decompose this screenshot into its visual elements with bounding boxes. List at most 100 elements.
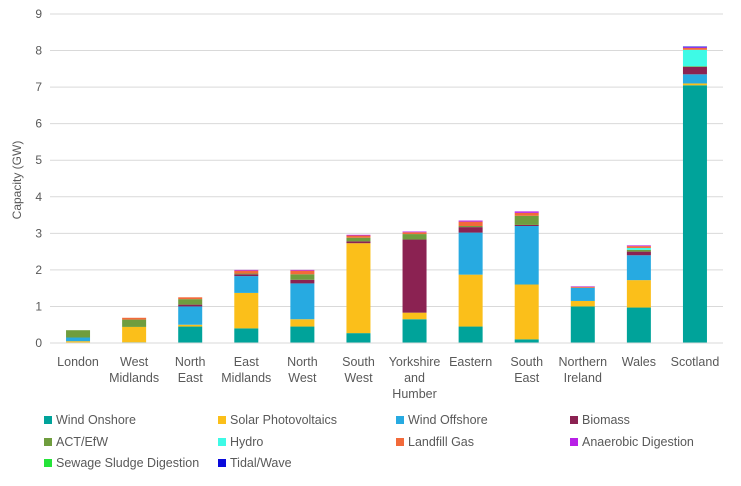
bar-segment [234, 292, 259, 329]
legend-swatch [396, 416, 404, 424]
bar-segment [290, 269, 315, 271]
bar-segment [570, 300, 595, 307]
bar-segment [682, 83, 707, 86]
x-tick-label: Yorkshire and Humber [389, 355, 441, 401]
bar-segment [122, 317, 147, 320]
y-tick-label: 3 [35, 226, 42, 240]
legend-entry-label: Biomass [582, 413, 630, 427]
bar-segment [122, 326, 147, 343]
legend-entry-label: Tidal/Wave [230, 456, 292, 470]
legend-swatch [44, 438, 52, 446]
bar-segment [626, 245, 651, 247]
bar-segment [626, 247, 651, 250]
gridlines [50, 13, 723, 307]
y-tick-label: 5 [35, 153, 42, 167]
bar-segment [346, 235, 371, 238]
x-tick-label-line: South [342, 355, 375, 369]
bar-segment [234, 273, 259, 275]
legend-swatch [396, 438, 404, 446]
bar-segment [346, 241, 371, 244]
y-tick-label: 7 [35, 80, 42, 94]
bar-segment [122, 319, 147, 327]
legend-entry-label: Anaerobic Digestion [582, 435, 694, 449]
y-tick-label: 1 [35, 299, 42, 313]
bar-segment [178, 326, 203, 343]
legend-entry-label: Wind Offshore [408, 413, 488, 427]
bar-segment [458, 221, 483, 227]
x-tick-label-line: Yorkshire [389, 355, 441, 369]
bar-segment [682, 74, 707, 84]
bar-segment [178, 304, 203, 307]
legend-entry-label: Landfill Gas [408, 435, 474, 449]
y-tick-label: 2 [35, 263, 42, 277]
x-axis-category-labels: London West Midlands North East East Midlands N… [57, 355, 719, 401]
x-tick-label: West Midlands [109, 355, 159, 385]
bar-segment [290, 274, 315, 280]
bar-segment [682, 47, 707, 50]
bar-segment [626, 251, 651, 256]
bar-segment [402, 239, 427, 313]
y-tick-label: 0 [35, 336, 42, 350]
bar-segment [290, 270, 315, 275]
x-tick-label-line: West [288, 371, 317, 385]
x-tick-label-line: Humber [392, 387, 436, 401]
legend-swatch [570, 416, 578, 424]
x-tick-label-line: London [57, 355, 99, 369]
legend-swatch [44, 416, 52, 424]
x-tick-label: South West [342, 355, 375, 385]
x-tick-label: East Midlands [221, 355, 271, 385]
bar-segment [290, 279, 315, 284]
bar-segment [402, 312, 427, 320]
y-axis-tick-labels: 0 1 2 3 4 5 6 7 8 9 [35, 7, 42, 350]
bar-segment [514, 211, 539, 213]
x-tick-label: Eastern [449, 355, 492, 369]
bar-segment [626, 255, 651, 281]
bar-segment [234, 274, 259, 277]
bar-segment [402, 234, 427, 240]
legend-entry-label: Wind Onshore [56, 413, 136, 427]
x-tick-label: Northern Ireland [558, 355, 607, 385]
x-tick-label-line: East [178, 371, 204, 385]
bar-segment [402, 232, 427, 235]
x-tick-label-line: West [344, 371, 373, 385]
x-tick-label-line: South [510, 355, 543, 369]
bar-segment [514, 339, 539, 343]
bar-segment [178, 324, 203, 327]
bar-segment [514, 212, 539, 216]
bar-segment [66, 341, 91, 343]
bar-segment [570, 306, 595, 343]
bar-segment [458, 226, 483, 228]
bar-segment [626, 280, 651, 308]
bar-segment [402, 231, 427, 233]
y-tick-label: 4 [35, 190, 42, 204]
x-tick-label-line: and [404, 371, 425, 385]
legend-entry-label: Solar Photovoltaics [230, 413, 337, 427]
legend-swatch [44, 459, 52, 467]
bar-segment [66, 337, 91, 342]
x-tick-label-line: Midlands [109, 371, 159, 385]
bar-segment [458, 274, 483, 327]
legend: Wind Onshore Solar Photovoltaics Wind Offs… [44, 413, 694, 470]
x-tick-label: North East [175, 355, 206, 385]
x-tick-label-line: Midlands [221, 371, 271, 385]
x-tick-label-line: Wales [622, 355, 656, 369]
bar-segment [290, 319, 315, 327]
x-tick-label: South East [510, 355, 543, 385]
legend-entry-label: Hydro [230, 435, 263, 449]
bar-segment [234, 269, 259, 271]
bar-segment [346, 234, 371, 236]
x-tick-label-line: Northern [558, 355, 607, 369]
bar-segment [346, 243, 371, 334]
bar-segment [346, 333, 371, 343]
legend-swatch [218, 416, 226, 424]
x-tick-label-line: West [120, 355, 149, 369]
bar-stacks [66, 46, 707, 344]
y-tick-label: 6 [35, 117, 42, 131]
bar-segment [626, 307, 651, 343]
y-tick-label: 8 [35, 44, 42, 58]
legend-entry-label: Sewage Sludge Digestion [56, 456, 199, 470]
bar-segment [514, 224, 539, 227]
bar-segment [682, 47, 707, 48]
bar-segment [682, 67, 707, 75]
legend-entry-label: ACT/EfW [56, 435, 108, 449]
